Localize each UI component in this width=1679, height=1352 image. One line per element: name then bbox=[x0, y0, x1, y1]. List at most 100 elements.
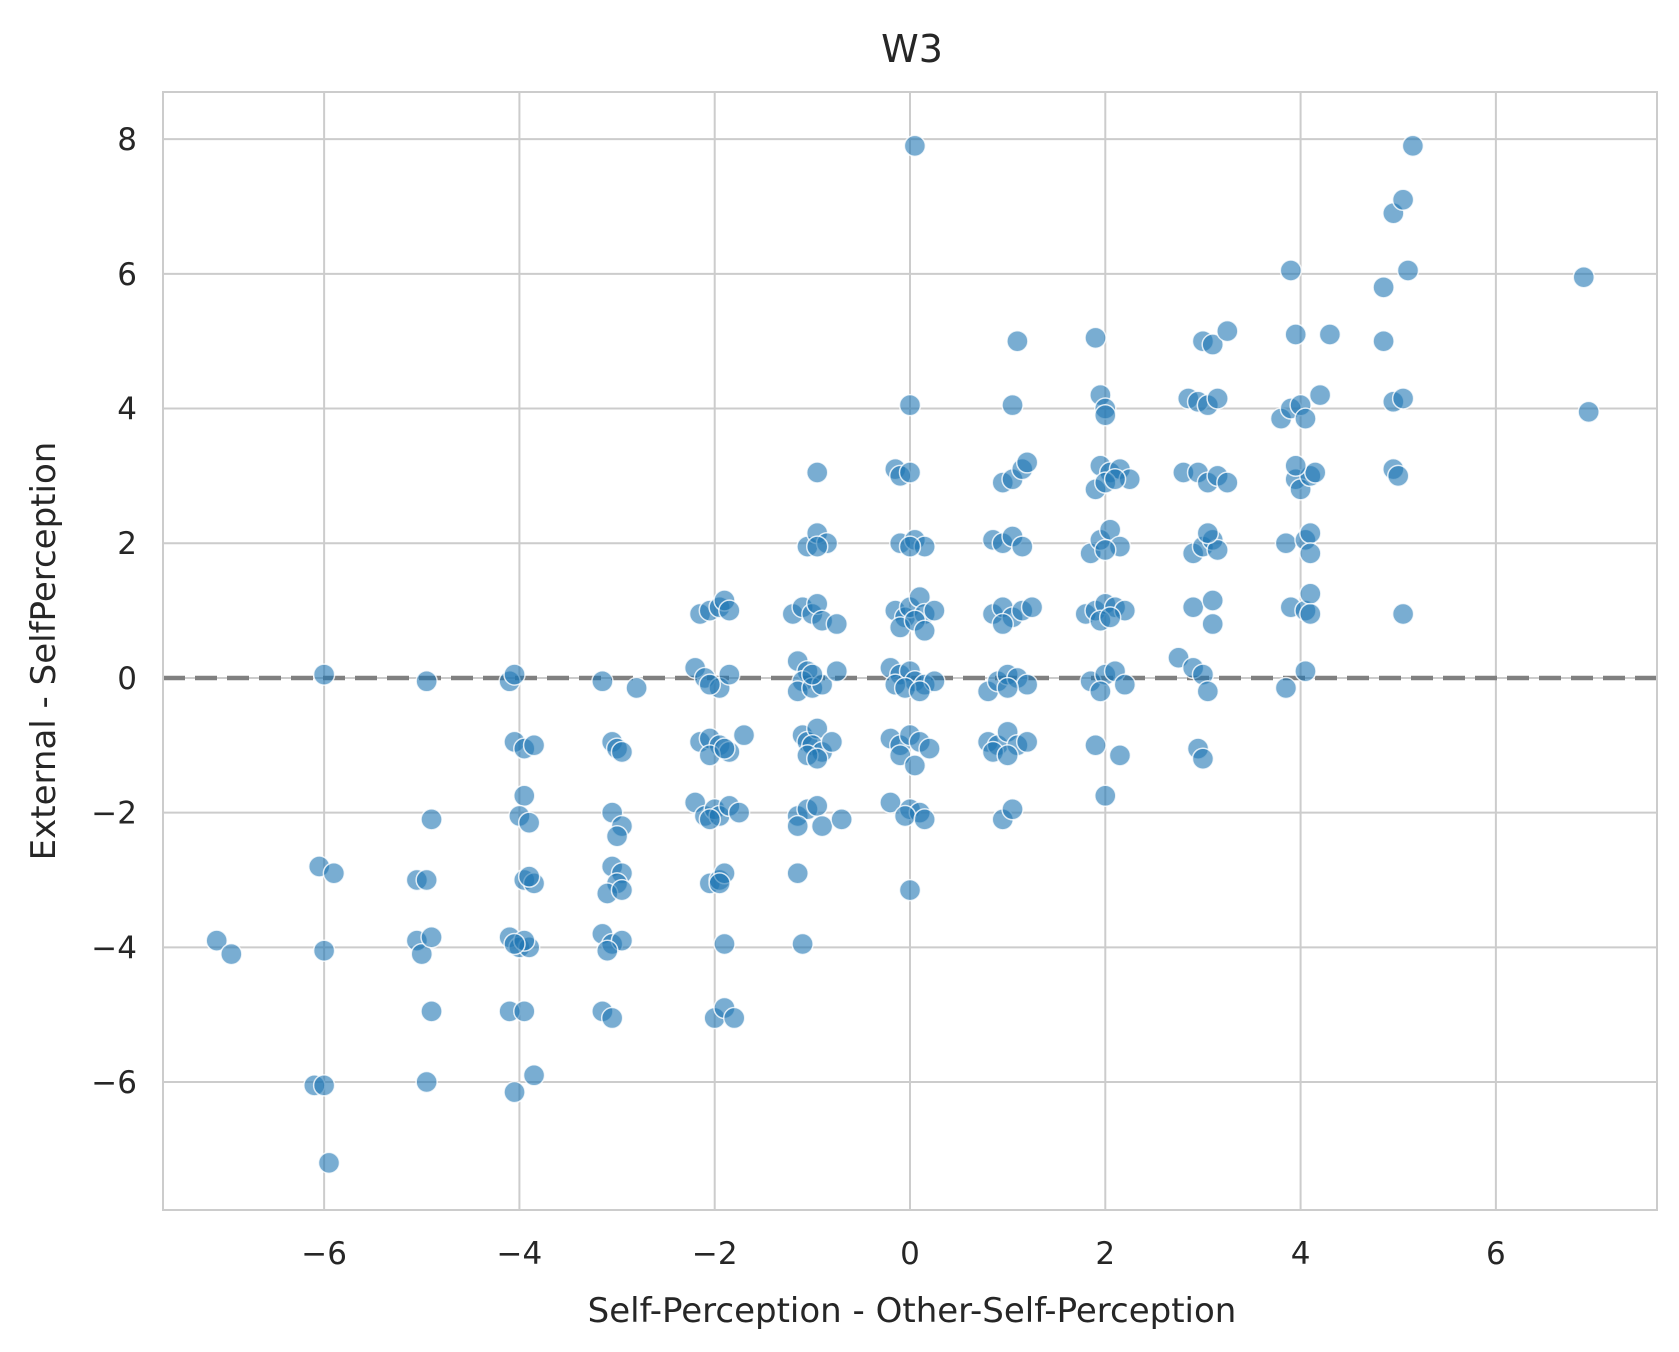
scatter-point bbox=[1020, 595, 1044, 619]
scatter-point bbox=[1372, 276, 1395, 299]
scatter-point bbox=[1108, 744, 1132, 767]
scatter-point bbox=[1299, 582, 1322, 606]
scatter-point bbox=[1284, 454, 1307, 478]
x-axis-label: Self-Perception - Other-Self-Perception bbox=[588, 1291, 1237, 1331]
scatter-point bbox=[991, 612, 1015, 636]
scatter-point bbox=[923, 599, 946, 622]
scatter-point bbox=[610, 740, 634, 764]
scatter-point bbox=[1279, 259, 1303, 282]
scatter-point bbox=[610, 878, 634, 902]
scatter-point bbox=[1201, 612, 1224, 636]
plot-area bbox=[162, 91, 1658, 1211]
scatter-point bbox=[722, 1006, 746, 1030]
scatter-point bbox=[1391, 387, 1415, 410]
x-tick-labels: −6 −4 −2 0 2 4 6 bbox=[301, 1236, 1505, 1272]
scatter-point bbox=[600, 1006, 624, 1030]
y-tick-label: 6 bbox=[117, 257, 137, 293]
scatter-point bbox=[1299, 521, 1322, 545]
scatter-point bbox=[415, 670, 438, 693]
x-tick-label: 2 bbox=[1095, 1236, 1115, 1272]
scatter-point bbox=[1084, 734, 1107, 757]
scatter-point bbox=[1201, 589, 1224, 612]
scatter-point bbox=[786, 814, 809, 838]
scatter-point bbox=[805, 794, 829, 818]
scatter-point bbox=[1391, 188, 1415, 212]
scatter-point bbox=[1274, 531, 1298, 555]
scatter-point bbox=[713, 737, 736, 760]
scatter-point bbox=[820, 730, 844, 754]
scatter-point bbox=[1318, 323, 1342, 346]
scatter-point bbox=[1372, 329, 1395, 353]
scatter-point bbox=[1401, 134, 1425, 158]
y-tick-label: 8 bbox=[117, 122, 137, 158]
scatter-point bbox=[517, 811, 541, 834]
scatter-point bbox=[898, 461, 922, 484]
scatter-point bbox=[591, 670, 614, 693]
scatter-point bbox=[220, 942, 243, 966]
x-tick-label: −4 bbox=[497, 1236, 543, 1272]
scatter-point bbox=[605, 824, 629, 848]
scatter-point bbox=[513, 784, 536, 808]
scatter-point bbox=[732, 723, 756, 747]
scatter-point bbox=[1294, 659, 1317, 683]
y-tick-label: 4 bbox=[117, 392, 137, 428]
scatter-point bbox=[420, 1000, 443, 1023]
scatter-point bbox=[1216, 471, 1239, 494]
x-tick-label: −2 bbox=[692, 1236, 738, 1272]
scatter-point bbox=[522, 734, 546, 757]
scatter-point bbox=[805, 747, 829, 771]
data-points bbox=[205, 134, 1600, 1175]
scatter-point bbox=[1299, 542, 1322, 565]
y-tick-labels: −6 −4 −2 0 2 4 6 8 bbox=[91, 122, 137, 1101]
y-tick-label: 2 bbox=[117, 526, 137, 562]
scatter-point bbox=[918, 737, 941, 760]
scatter-point bbox=[312, 663, 336, 686]
scatter-point bbox=[698, 808, 722, 831]
scatter-point bbox=[898, 878, 922, 902]
scatter-point bbox=[312, 939, 336, 962]
scatter-point bbox=[1308, 383, 1332, 407]
scatter-point bbox=[513, 1000, 536, 1023]
scatter-point bbox=[410, 942, 434, 966]
scatter-point bbox=[1011, 535, 1034, 558]
y-tick-label: −4 bbox=[91, 930, 137, 966]
scatter-point bbox=[517, 865, 541, 888]
scatter-point bbox=[322, 862, 346, 885]
scatter-point bbox=[503, 663, 526, 686]
scatter-point bbox=[415, 1070, 438, 1094]
scatter-point bbox=[1094, 784, 1117, 808]
scatter-point bbox=[805, 461, 829, 484]
scatter-point bbox=[830, 808, 853, 831]
scatter-point bbox=[1015, 673, 1039, 696]
scatter-point bbox=[1577, 400, 1600, 424]
scatter-point bbox=[1206, 387, 1229, 410]
scatter-point bbox=[1572, 265, 1596, 289]
grid bbox=[163, 92, 1657, 1210]
x-tick-label: 4 bbox=[1291, 1236, 1311, 1272]
scatter-point bbox=[908, 680, 932, 703]
scatter-point bbox=[205, 929, 228, 952]
scatter-point bbox=[996, 676, 1019, 700]
scatter-point bbox=[1094, 538, 1117, 562]
scatter-point bbox=[825, 612, 849, 636]
scatter-point bbox=[625, 676, 648, 700]
scatter-point bbox=[1386, 464, 1410, 488]
scatter-point bbox=[1103, 468, 1127, 491]
scatter-point bbox=[1001, 393, 1024, 417]
scatter-point bbox=[1274, 676, 1298, 700]
scatter-point bbox=[903, 754, 927, 777]
scatter-point bbox=[879, 791, 902, 814]
scatter-point bbox=[727, 801, 751, 824]
scatter-point bbox=[1206, 538, 1229, 562]
scatter-point bbox=[810, 814, 834, 838]
scatter-point bbox=[786, 862, 809, 885]
scatter-point bbox=[1391, 602, 1415, 626]
scatter-point bbox=[996, 744, 1019, 767]
scatter-point bbox=[1089, 680, 1112, 703]
chart-title: W3 bbox=[881, 27, 943, 71]
scatter-point bbox=[522, 1064, 546, 1087]
scatter-point bbox=[1181, 595, 1205, 619]
scatter-point bbox=[903, 134, 927, 158]
scatter-point bbox=[1006, 329, 1029, 353]
scatter-point bbox=[1094, 404, 1117, 427]
